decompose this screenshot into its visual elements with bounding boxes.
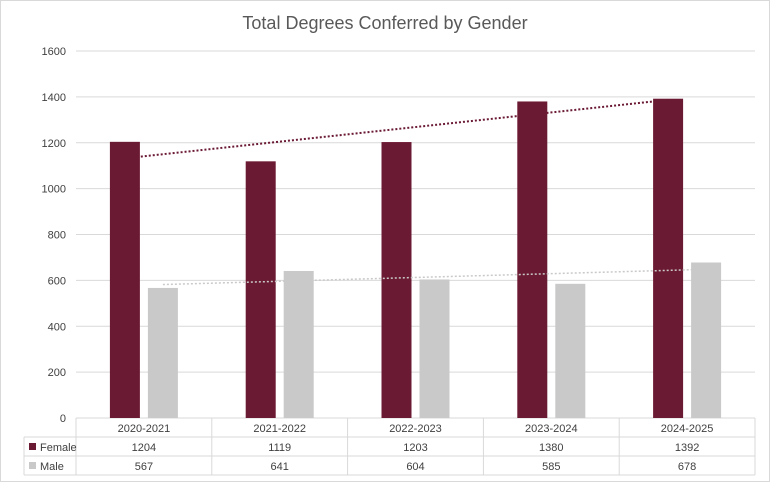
table-cell-female: 1203	[403, 442, 427, 454]
bar-male-2023-2024	[555, 283, 586, 418]
y-tick-label: 1600	[42, 46, 66, 58]
table-cell-female: 1119	[268, 442, 291, 454]
data-table: 2020-2021 2021-2022 2022-2023 2023-2024 2024…	[23, 418, 756, 476]
y-tick-label: 800	[48, 230, 66, 242]
legend-swatch-female	[29, 443, 36, 450]
bar-female-2023-2024	[517, 101, 548, 419]
x-tick-label: 2021-2022	[253, 423, 306, 435]
chart-title: Total Degrees Conferred by Gender	[242, 13, 527, 33]
x-tick-label: 2023-2024	[525, 423, 578, 435]
table-cell-female: 1392	[675, 442, 699, 454]
bar-male-2024-2025	[691, 262, 722, 418]
table-cell-male: 604	[406, 461, 424, 473]
y-tick-label: 1000	[42, 184, 66, 196]
table-cell-male: 567	[135, 461, 153, 473]
bar-male-2020-2021	[147, 287, 178, 418]
bar-female-2024-2025	[653, 98, 684, 419]
bar-female-2022-2023	[381, 142, 412, 418]
x-tick-label: 2020-2021	[118, 423, 171, 435]
y-tick-label: 400	[48, 321, 66, 333]
table-cell-female: 1380	[539, 442, 563, 454]
bar-male-2021-2022	[283, 270, 314, 418]
y-tick-label: 600	[48, 275, 66, 287]
gridlines	[76, 50, 755, 419]
bar-female-2020-2021	[109, 141, 140, 418]
y-tick-label: 0	[60, 413, 66, 425]
x-tick-label: 2024-2025	[661, 423, 714, 435]
bar-male-2022-2023	[419, 279, 450, 418]
bar-female-2021-2022	[245, 161, 276, 418]
legend-label-female: Female	[40, 442, 77, 454]
trendline-female	[124, 98, 669, 160]
table-cell-male: 585	[542, 461, 560, 473]
bars	[109, 98, 722, 419]
y-tick-label: 200	[48, 367, 66, 379]
trendline-male	[162, 268, 707, 286]
y-axis-ticks: 0 200 400 600 800 1000 1200 1400 1600	[42, 46, 66, 425]
y-tick-label: 1200	[42, 138, 66, 150]
legend-label-male: Male	[40, 461, 64, 473]
table-cell-female: 1204	[132, 442, 156, 454]
y-tick-label: 1400	[42, 92, 66, 104]
trendlines	[124, 98, 707, 286]
x-tick-label: 2022-2023	[389, 423, 442, 435]
legend-swatch-male	[29, 462, 36, 469]
table-cell-male: 641	[271, 461, 289, 473]
table-cell-male: 678	[678, 461, 696, 473]
